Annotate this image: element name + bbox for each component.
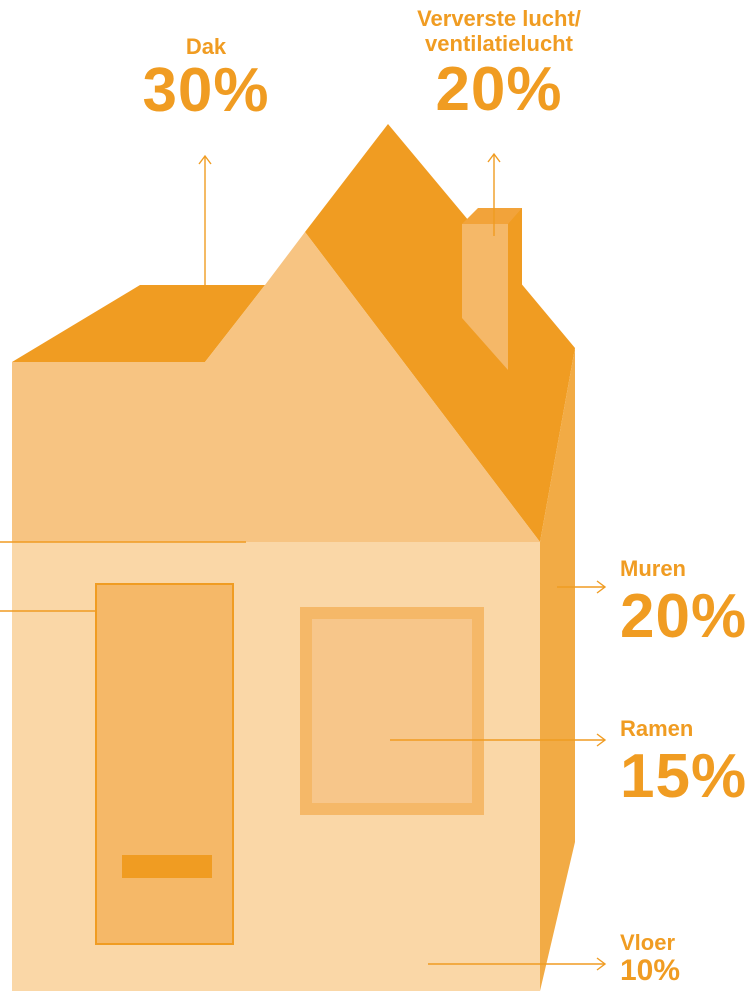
door (95, 583, 234, 945)
arrow-ventilatie-head (487, 152, 501, 163)
arrows (0, 152, 607, 971)
wall-side (540, 348, 575, 991)
label-ramen-name: Ramen (620, 716, 694, 741)
roof-main (305, 124, 575, 542)
arrow-vloer-head (596, 957, 607, 971)
label-ramen-value: 15% (620, 742, 748, 811)
label-ventilatie-name-2: ventilatielucht (425, 31, 573, 56)
label-muren-value: 20% (620, 582, 748, 651)
roof-left (12, 285, 265, 362)
label-muren-name: Muren (620, 556, 686, 581)
label-ventilatie-name-1: Ververste lucht/ (417, 6, 581, 31)
label-ramen: Ramen 15% (620, 718, 747, 808)
label-dak-name: Dak (185, 34, 227, 59)
arrow-ramen-head (596, 733, 607, 747)
gable (12, 232, 540, 542)
arrow-muren-head (596, 580, 607, 594)
label-vloer-name: Vloer (620, 930, 676, 955)
label-ventilatie-value: 20% (435, 55, 563, 124)
label-dak-value: 30% (142, 56, 270, 125)
window-pane (312, 619, 472, 803)
label-vloer: Vloer 10% (620, 932, 680, 986)
chimney-front (462, 224, 508, 370)
label-ventilatie: Ververste lucht/ ventilatielucht 20% (388, 8, 610, 121)
label-vloer-value: 10% (620, 954, 681, 987)
label-muren: Muren 20% (620, 558, 747, 648)
chimney-top (462, 208, 522, 224)
door-handle (122, 855, 212, 878)
label-dak: Dak 30% (118, 36, 294, 122)
arrow-dak-head (198, 154, 212, 165)
chimney-side (478, 208, 522, 370)
